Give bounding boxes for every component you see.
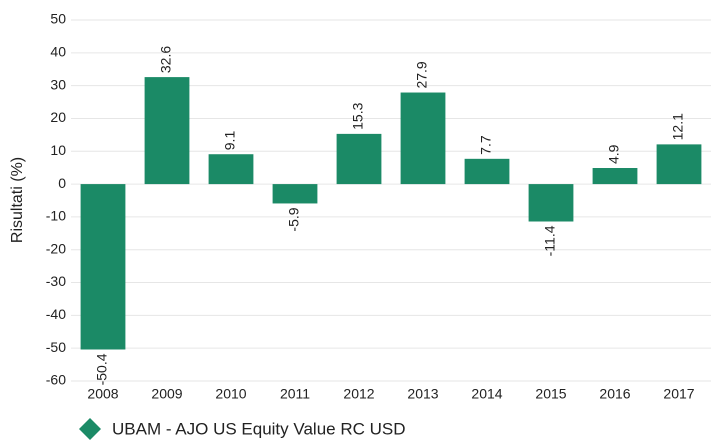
y-tick-label: 30 [50,76,66,92]
data-label: 9.1 [222,131,238,151]
y-tick-label: -60 [46,372,66,388]
data-label: -50.4 [94,353,110,385]
bar [656,144,702,185]
bar [336,133,382,185]
data-label: 32.6 [158,46,174,73]
x-tick-label: 2011 [280,386,310,402]
data-label: -5.9 [286,207,302,231]
bar [80,184,126,350]
x-tick-label: 2013 [407,386,438,402]
bar [208,154,254,185]
bar [400,92,446,185]
data-label: 12.1 [670,113,686,140]
data-label: 4.9 [606,144,622,164]
bar [592,168,638,185]
x-tick-label: 2016 [599,386,630,402]
data-label: 7.7 [478,135,494,155]
y-tick-label: -40 [46,306,66,322]
bar [272,184,318,204]
bar [464,158,510,185]
data-label: 15.3 [350,102,366,129]
y-axis-label: Risultati (%) [9,157,26,243]
x-tick-label: 2015 [535,386,566,402]
x-tick-label: 2014 [471,386,502,402]
x-tick-label: 2012 [343,386,374,402]
x-tick-label: 2010 [215,386,246,402]
y-tick-label: -10 [46,208,66,224]
y-tick-label: 50 [50,11,66,27]
y-tick-label: 20 [50,109,66,125]
x-tick-label: 2017 [663,386,694,402]
x-tick-label: 2009 [151,386,182,402]
y-tick-label: 40 [50,44,66,60]
y-tick-label: 10 [50,142,66,158]
y-tick-label: -20 [46,240,66,256]
bar [144,77,190,185]
data-label: -11.4 [542,225,558,256]
legend-label: UBAM - AJO US Equity Value RC USD [112,419,406,438]
data-label: 27.9 [414,61,430,88]
legend-swatch [79,418,101,440]
y-tick-label: -50 [46,339,66,355]
y-tick-label: -30 [46,273,66,289]
x-tick-label: 2008 [87,386,118,402]
y-tick-label: 0 [58,175,66,191]
bar [528,184,574,222]
